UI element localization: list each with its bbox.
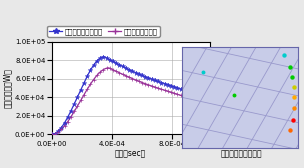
Point [291,118,296,121]
X-axis label: 時刻（sec）: 時刻（sec） [115,149,146,158]
Text: 表皮メッシュモデル: 表皮メッシュモデル [221,149,262,158]
Point [287,128,292,131]
Point [232,94,237,97]
Point [201,71,206,74]
Y-axis label: ジュール積（W）: ジュール積（W） [3,68,12,108]
Point [287,66,292,69]
Point [292,86,297,89]
Legend: 表皮メッシュ不使用, 表皮メッシュ使用: 表皮メッシュ不使用, 表皮メッシュ使用 [47,26,160,37]
Point [292,96,297,99]
Point [292,106,297,109]
Point [282,54,286,56]
Point [290,76,295,79]
